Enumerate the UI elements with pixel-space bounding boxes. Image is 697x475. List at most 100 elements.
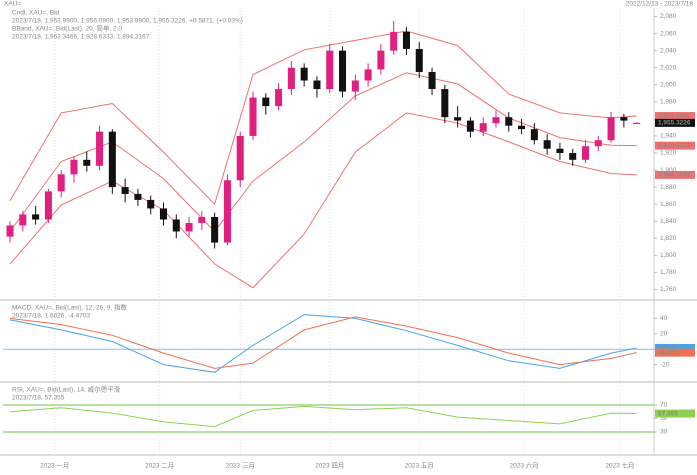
candle-body (262, 97, 270, 107)
last-value-label: 57.355 (658, 410, 678, 417)
y-tick-label: 70 (660, 402, 668, 409)
x-tick-label: 2023 三月 (226, 462, 255, 470)
candle-body (607, 117, 615, 141)
y-tick-label: 40 (660, 315, 668, 322)
legend-text: 2023/7/18, 1.6026, -4.4703 (12, 313, 90, 320)
last-value-box (655, 409, 695, 418)
last-value-box (655, 118, 695, 127)
y-tick-label: 1,980 (660, 99, 677, 106)
last-value-box (655, 141, 695, 150)
candle-body (530, 129, 538, 141)
legend-text: MACD, XAU=, Bid(Last), 12, 26, 9, 指数 (12, 303, 128, 312)
candle-body (594, 140, 602, 147)
y-tick-label: 1,780 (660, 269, 677, 276)
candle-body (19, 214, 27, 226)
y-tick-label: -20 (660, 361, 670, 368)
candle-body (556, 148, 564, 153)
candle-body (32, 214, 40, 220)
y-tick-label: 1,840 (660, 218, 677, 225)
x-tick-label: 2023 一月 (40, 462, 69, 470)
candle-body (505, 117, 513, 126)
header-right: 2022/12/13 - 2023/7/18 (626, 1, 694, 8)
candle-body (441, 89, 449, 118)
candle-body (287, 67, 295, 90)
last-value-box (655, 343, 695, 352)
candle-body (134, 193, 142, 200)
candle-body (159, 208, 168, 220)
y-tick-label: 2,020 (660, 64, 677, 71)
series-line (9, 316, 637, 369)
candle-body (543, 140, 551, 149)
x-tick-label: 2023 四月 (315, 462, 344, 470)
y-tick-label: 1,860 (660, 201, 677, 208)
last-value-label: 1,963.3466 (658, 113, 691, 120)
candle-body (275, 89, 283, 107)
series-line (9, 314, 637, 373)
candle-body (172, 219, 180, 232)
y-tick-label: 1,820 (660, 235, 677, 242)
candle-body (402, 31, 410, 49)
y-tick-label: 50 (660, 415, 668, 422)
last-value-label: -4.4703 (658, 349, 680, 356)
last-value-box (655, 170, 695, 179)
y-tick-label: 2,040 (660, 47, 677, 54)
legend-text: 2023/7/18, 57.355 (12, 394, 65, 401)
candle-body (581, 146, 590, 160)
candle-body (236, 135, 244, 181)
candle-body (96, 131, 104, 166)
candle-body (121, 187, 129, 194)
header-left: XAU= (4, 1, 21, 8)
candle-body (454, 117, 462, 121)
candle-body (492, 117, 500, 124)
last-value-box (655, 348, 695, 357)
candle-body (377, 50, 385, 70)
x-tick-label: 2023 六月 (509, 461, 538, 470)
candle-body (479, 123, 487, 132)
series-line (9, 112, 637, 289)
last-value-label: 1.6026 (658, 345, 678, 352)
x-tick-label: 2023 五月 (405, 462, 434, 470)
candle-body (326, 50, 334, 90)
candle-body (185, 222, 193, 232)
candle-body (351, 80, 359, 92)
candle-body (620, 117, 628, 121)
candle-body (313, 80, 321, 90)
y-tick-label: 2,080 (660, 13, 677, 20)
candle-body (633, 122, 641, 125)
candle-body (6, 225, 14, 237)
candle-body (108, 131, 116, 188)
candle-body (211, 216, 219, 243)
y-tick-label: 20 (660, 331, 668, 338)
series-line (9, 405, 637, 428)
candle-body (249, 97, 257, 136)
legend-text: RSI, XAU=, Bid(Last), 14, 威尔德平滑 (12, 384, 121, 393)
last-value-label: 1,928.6333 (658, 142, 691, 149)
candle-body (390, 31, 398, 51)
candle-body (415, 48, 423, 72)
candle-body (569, 153, 577, 160)
legend-text: Cndl, XAU=, Bid (12, 10, 60, 17)
legend-text: 2023/7/18, 1,953.9900, 1,956.0900, 1,953… (12, 18, 243, 25)
y-tick-label: 1,940 (660, 133, 677, 140)
series-line (9, 72, 637, 233)
last-value-label: 1,894.3167 (658, 172, 691, 179)
candle-body (83, 159, 91, 166)
y-tick-label: 2,000 (660, 81, 677, 88)
candle-body (44, 191, 52, 220)
x-tick-label: 2023 二月 (145, 462, 174, 470)
y-tick-label: 1,920 (660, 150, 677, 157)
candle-body (364, 69, 372, 81)
legend-text: BBand, XAU=, Bid(Last), 20, 简单, 2.0 (12, 24, 122, 33)
y-tick-label: 1,800 (660, 252, 677, 259)
last-value-label: 1,955.3226 (658, 120, 691, 127)
candle-body (428, 71, 436, 90)
candle-body (57, 174, 65, 192)
y-tick-label: 1,880 (660, 184, 677, 191)
candle-body (198, 216, 206, 223)
y-tick-label: 1,900 (660, 167, 677, 174)
candle-body (147, 199, 155, 209)
y-tick-label: 30 (660, 429, 668, 436)
candle-body (70, 159, 78, 175)
x-tick-label: 2023 七月 (605, 461, 634, 470)
